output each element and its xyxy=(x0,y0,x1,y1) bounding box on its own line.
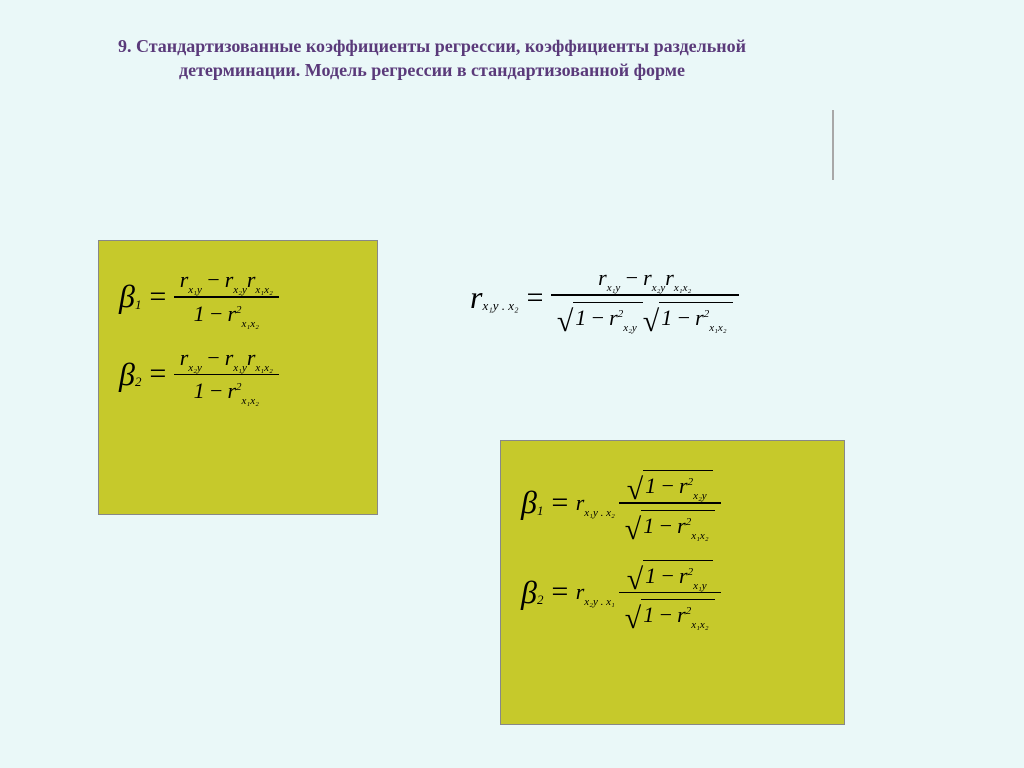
title-line2: детерминации. Модель регрессии в стандар… xyxy=(179,60,685,80)
formula-box-beta-simple: β1= rx₁y−rx₂yrx₁x₂ 1−r2x₁x₂ β2= rx₂y−rx₁… xyxy=(98,240,378,515)
formula-beta1-simple: β1= rx₁y−rx₂yrx₁x₂ 1−r2x₁x₂ xyxy=(119,267,357,327)
formula-beta2-simple: β2= rx₂y−rx₁yrx₁x₂ 1−r2x₁x₂ xyxy=(119,345,357,405)
slide-title: 9. Стандартизованные коэффициенты регрес… xyxy=(40,34,824,83)
decorative-divider xyxy=(832,110,834,180)
formula-beta1-full: β1= rx₁y . x₂ 1−r2x₂y 1−r2x₁x₂ xyxy=(521,467,824,539)
formula-box-beta-full: β1= rx₁y . x₂ 1−r2x₂y 1−r2x₁x₂ β2= rx₂y … xyxy=(500,440,845,725)
formula-beta2-full: β2= rx₂y . x₁ 1−r2x₁y 1−r2x₁x₂ xyxy=(521,557,824,629)
formula-partial-r: rx₁y . x₂= rx₁y−rx₂yrx₁x₂ 1−r2x₂y1−r2x₁x… xyxy=(470,265,739,331)
title-line1: 9. Стандартизованные коэффициенты регрес… xyxy=(118,36,746,56)
